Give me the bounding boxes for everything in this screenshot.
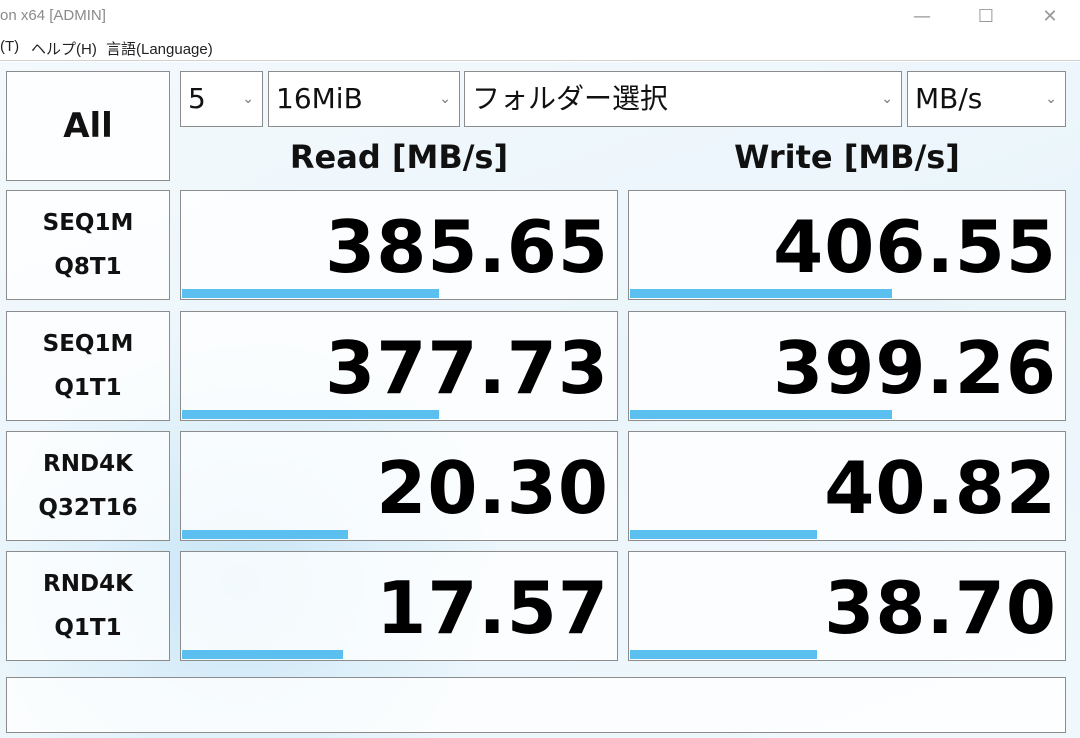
- write-result: 399.26: [628, 311, 1066, 421]
- menu-help[interactable]: ヘルプ(H): [31, 41, 97, 58]
- count-value: 5: [188, 82, 206, 115]
- comment-field[interactable]: [6, 677, 1066, 733]
- close-icon[interactable]: ✕: [1042, 6, 1058, 27]
- write-value: 406.55: [773, 205, 1057, 289]
- minimize-icon[interactable]: —: [913, 6, 931, 27]
- write-result: 38.70: [628, 551, 1066, 661]
- read-bar: [182, 530, 348, 539]
- write-bar: [630, 410, 892, 419]
- test-button[interactable]: SEQ1M Q1T1: [6, 311, 170, 421]
- chevron-down-icon: ⌄: [439, 91, 451, 107]
- chevron-down-icon: ⌄: [881, 91, 893, 107]
- test-params: Q32T16: [38, 495, 138, 521]
- read-value: 385.65: [325, 205, 609, 289]
- write-bar: [630, 650, 818, 659]
- count-select[interactable]: 5 ⌄: [180, 71, 263, 127]
- folder-select[interactable]: フォルダー選択 ⌄: [464, 71, 902, 127]
- write-result: 40.82: [628, 431, 1066, 541]
- test-name: SEQ1M: [42, 210, 134, 236]
- test-button[interactable]: RND4K Q32T16: [6, 431, 170, 541]
- read-value: 377.73: [325, 326, 609, 410]
- test-params: Q1T1: [54, 375, 122, 401]
- read-value: 20.30: [376, 446, 609, 530]
- write-result: 406.55: [628, 190, 1066, 300]
- window-title: on x64 [ADMIN]: [0, 7, 106, 24]
- write-bar: [630, 289, 892, 298]
- read-bar: [182, 410, 440, 419]
- test-name: RND4K: [43, 451, 133, 477]
- write-value: 399.26: [773, 326, 1057, 410]
- test-name: SEQ1M: [42, 331, 134, 357]
- all-button[interactable]: All: [6, 71, 170, 181]
- unit-value: MB/s: [915, 82, 983, 115]
- test-button[interactable]: RND4K Q1T1: [6, 551, 170, 661]
- test-button[interactable]: SEQ1M Q8T1: [6, 190, 170, 300]
- write-bar: [630, 530, 818, 539]
- test-params: Q8T1: [54, 254, 122, 280]
- read-result: 385.65: [180, 190, 618, 300]
- read-result: 20.30: [180, 431, 618, 541]
- title-bar: on x64 [ADMIN] — ☐ ✕: [0, 0, 1080, 33]
- read-bar: [182, 650, 344, 659]
- read-value: 17.57: [376, 566, 609, 650]
- menu-language[interactable]: 言語(Language): [106, 41, 213, 58]
- read-header: Read [MB/s]: [289, 138, 509, 176]
- write-value: 38.70: [824, 566, 1057, 650]
- test-params: Q1T1: [54, 615, 122, 641]
- menu-theme[interactable]: (T): [0, 38, 20, 55]
- read-result: 377.73: [180, 311, 618, 421]
- test-name: RND4K: [43, 571, 133, 597]
- write-header: Write [MB/s]: [734, 138, 960, 176]
- chevron-down-icon: ⌄: [242, 91, 254, 107]
- folder-value: フォルダー選択: [472, 82, 669, 115]
- read-bar: [182, 289, 440, 298]
- main-panel: All 5 ⌄ 16MiB ⌄ フォルダー選択 ⌄ MB/s ⌄ Read [M…: [0, 62, 1080, 738]
- menu-bar: (T) ヘルプ(H) 言語(Language): [0, 35, 1080, 61]
- unit-select[interactable]: MB/s ⌄: [907, 71, 1066, 127]
- write-value: 40.82: [824, 446, 1057, 530]
- maximize-icon[interactable]: ☐: [977, 6, 995, 27]
- read-result: 17.57: [180, 551, 618, 661]
- size-value: 16MiB: [276, 82, 363, 115]
- size-select[interactable]: 16MiB ⌄: [268, 71, 460, 127]
- chevron-down-icon: ⌄: [1045, 91, 1057, 107]
